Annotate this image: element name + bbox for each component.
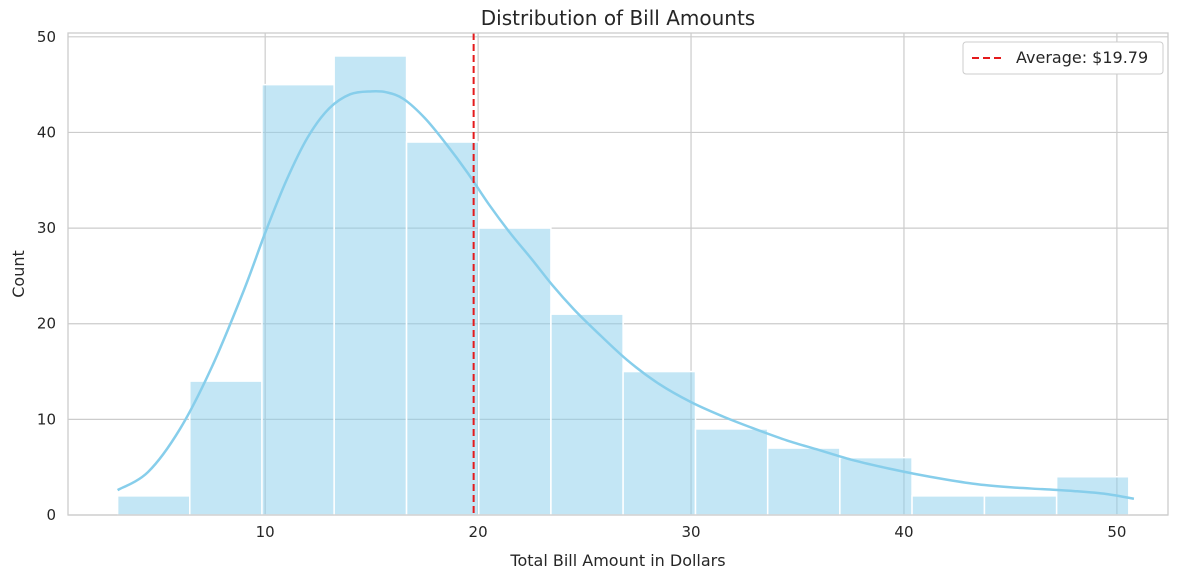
histogram-bar-4 [405,141,480,516]
histogram-bar-3 [333,55,408,516]
histogram-bar-12 [983,495,1058,516]
histogram-bar-8 [694,428,769,516]
legend-box [962,41,1164,75]
histogram-bar-5 [477,227,552,516]
x-tick-label-20: 20 [469,523,488,541]
chart-title: Distribution of Bill Amounts [481,6,755,30]
histogram-bar-0 [116,495,191,516]
bars-layer [116,55,1130,516]
axes-frame [67,32,1169,516]
y-tick-labels: 0 10 20 30 40 50 [37,28,56,524]
x-tick-label-50: 50 [1107,523,1126,541]
histogram-bar-1 [189,380,263,516]
x-tick-label-10: 10 [256,523,275,541]
histogram-bar-6 [550,313,624,516]
histogram-bar-7 [622,370,697,516]
y-tick-label-30: 30 [37,219,56,237]
histogram-bar-2 [261,83,335,516]
legend-label-average: Average: $19.79 [1016,48,1148,67]
y-tick-label-0: 0 [46,506,56,524]
y-tick-label-40: 40 [37,123,56,141]
y-axis-label: Count [9,250,28,298]
y-tick-label-10: 10 [37,410,56,428]
histogram-bar-10 [839,456,913,516]
x-tick-labels: 10 20 30 40 50 [256,523,1127,541]
kde-density-curve [116,89,1135,500]
x-axis-label: Total Bill Amount in Dollars [509,551,725,570]
histogram-bar-9 [766,447,841,516]
histogram-bar-11 [911,495,986,516]
x-tick-label-30: 30 [681,523,700,541]
x-tick-label-40: 40 [894,523,913,541]
legend: Average: $19.79 [962,41,1164,75]
y-tick-label-20: 20 [37,315,56,333]
histogram-bar-13 [1055,475,1130,516]
y-tick-label-50: 50 [37,28,56,46]
